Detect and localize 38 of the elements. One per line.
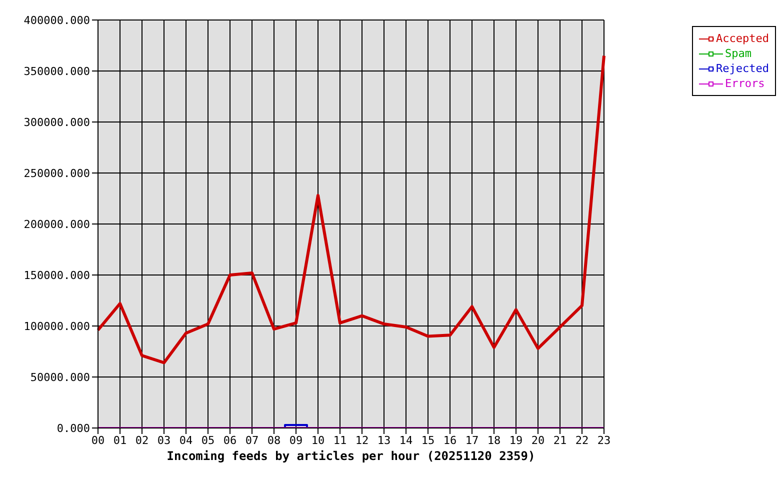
legend-label: Spam <box>725 46 752 61</box>
x-tick-label: 20 <box>531 434 545 447</box>
y-tick-label: 150000.000 <box>24 268 90 282</box>
x-tick-label: 16 <box>443 434 457 447</box>
y-tick-label: 100000.000 <box>24 320 90 333</box>
x-tick-label: 13 <box>377 434 391 447</box>
x-tick-label: 14 <box>399 434 413 447</box>
x-tick-label: 18 <box>487 434 501 447</box>
x-tick-label: 11 <box>333 434 347 447</box>
x-tick-label: 23 <box>597 434 611 447</box>
y-tick-label: 250000.000 <box>24 166 90 180</box>
x-tick-label: 02 <box>135 434 149 447</box>
x-tick-label: 05 <box>201 434 215 447</box>
x-tick-label: 03 <box>157 434 171 447</box>
y-tick-label: 200000.000 <box>24 218 90 231</box>
x-tick-label: 04 <box>179 434 193 447</box>
x-tick-label: 22 <box>575 434 589 447</box>
legend-label: Accepted <box>716 31 769 46</box>
legend-label: Rejected <box>716 61 769 76</box>
x-tick-label: 01 <box>113 434 127 447</box>
y-tick-label: 50000.000 <box>30 370 90 384</box>
x-tick-label: 12 <box>355 434 369 447</box>
x-tick-label: 07 <box>245 434 259 447</box>
x-axis-title: Incoming feeds by articles per hour (20251120 2359) <box>166 449 536 463</box>
x-tick-label: 21 <box>553 434 567 447</box>
y-tick-label: 350000.000 <box>24 64 90 78</box>
x-tick-label: 19 <box>509 434 523 447</box>
x-tick-label: 00 <box>91 434 105 447</box>
y-tick-label: 0.000 <box>56 422 90 435</box>
x-tick-label: 17 <box>465 434 479 447</box>
x-tick-label: 06 <box>223 434 237 447</box>
x-tick-label: 09 <box>289 434 303 447</box>
x-tick-label: 15 <box>421 434 435 447</box>
y-tick-label: 400000.000 <box>24 14 90 27</box>
legend-label: Errors <box>725 76 765 91</box>
x-tick-label: 08 <box>267 434 281 447</box>
y-tick-label: 300000.000 <box>24 116 90 129</box>
x-tick-label: 10 <box>311 434 325 447</box>
